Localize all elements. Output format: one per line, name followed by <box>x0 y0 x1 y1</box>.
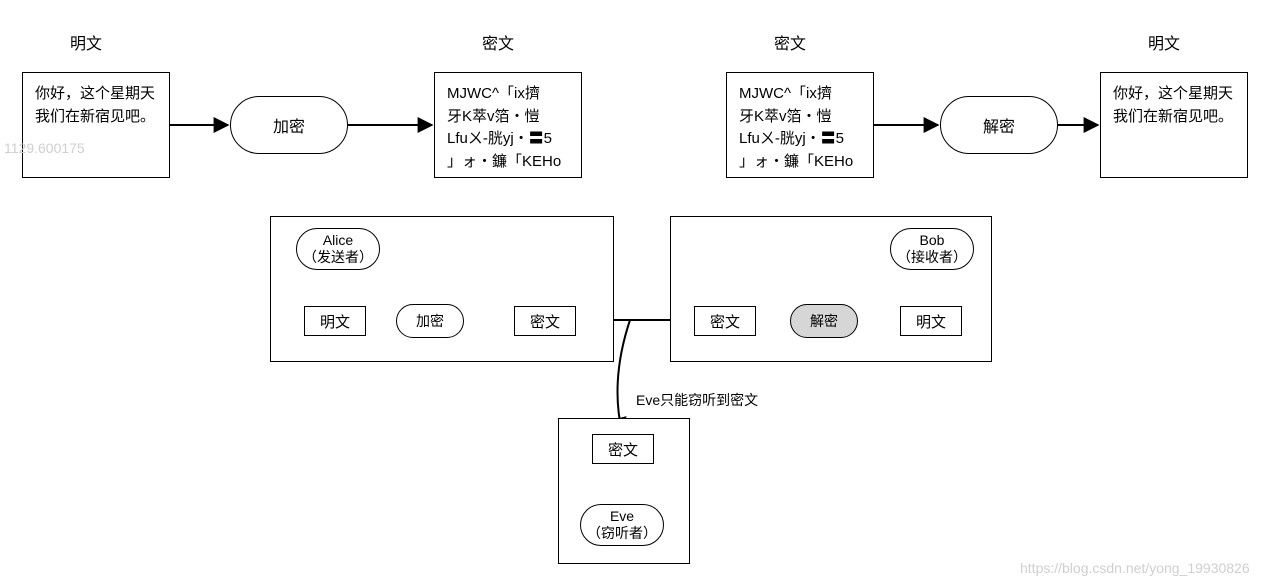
top-plaintext-box-left: 你好，这个星期天我们在新宿见吧。 <box>22 72 170 178</box>
top-header-plaintext-left: 明文 <box>70 30 102 54</box>
panelB-decrypt: 解密 <box>790 304 858 338</box>
actor-eve-name: Eve <box>610 508 634 525</box>
diagram-stage: 明文 密文 密文 明文 你好，这个星期天我们在新宿见吧。 加密 MJWC^「ix… <box>0 0 1276 582</box>
top-ciphertext-box-left: MJWC^「ix擠 牙K萃v箔・愷 Lfuㄨ-胱yj・〓5 」ォ・鐮「KEHo <box>434 72 582 178</box>
top-decrypt-pill: 解密 <box>940 96 1058 154</box>
top-header-ciphertext-right: 密文 <box>774 30 806 54</box>
panelA-encrypt: 加密 <box>396 304 464 338</box>
actor-alice-name: Alice <box>323 232 353 249</box>
actor-bob-role: （接收者） <box>897 249 967 266</box>
eavesdrop-label: Eve只能窃听到密文 <box>636 390 758 410</box>
top-encrypt-pill: 加密 <box>230 96 348 154</box>
actor-bob-name: Bob <box>920 232 945 249</box>
panelA-plaintext: 明文 <box>304 306 366 336</box>
actor-alice: Alice （发送者） <box>296 228 380 270</box>
actor-alice-role: （发送者） <box>303 249 373 266</box>
top-header-ciphertext-left: 密文 <box>482 30 514 54</box>
panelC-ciphertext: 密文 <box>592 434 654 464</box>
panelA-ciphertext: 密文 <box>514 306 576 336</box>
watermark-left: 1129.600175 <box>4 140 85 156</box>
panelB-plaintext: 明文 <box>900 306 962 336</box>
actor-eve-role: （窃听者） <box>587 525 657 542</box>
watermark-right: https://blog.csdn.net/yong_19930826 <box>1020 560 1250 576</box>
panelB-ciphertext: 密文 <box>694 306 756 336</box>
top-ciphertext-box-right: MJWC^「ix擠 牙K萃v箔・愷 Lfuㄨ-胱yj・〓5 」ォ・鐮「KEHo <box>726 72 874 178</box>
actor-bob: Bob （接收者） <box>890 228 974 270</box>
top-plaintext-box-right: 你好，这个星期天我们在新宿见吧。 <box>1100 72 1248 178</box>
actor-eve: Eve （窃听者） <box>580 504 664 546</box>
top-header-plaintext-right: 明文 <box>1148 30 1180 54</box>
